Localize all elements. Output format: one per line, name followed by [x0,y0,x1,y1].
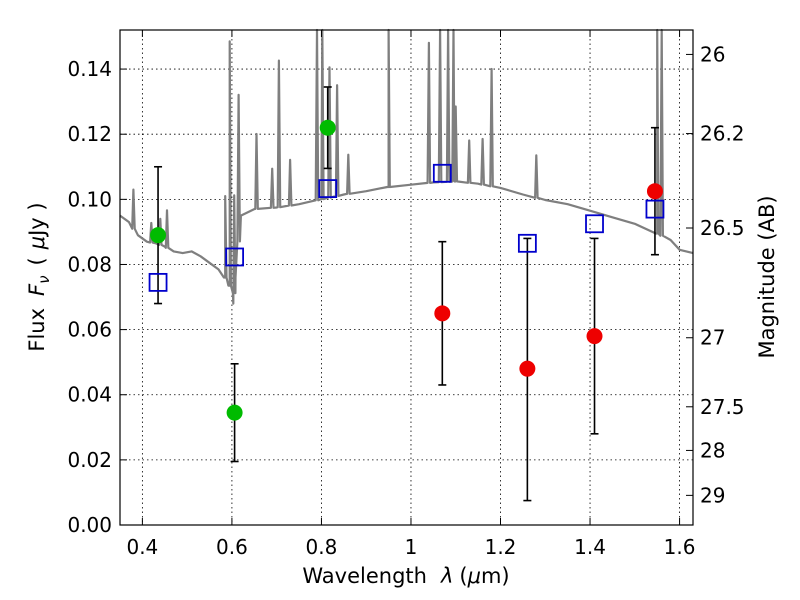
y-tick-label: 0.14 [67,57,112,81]
model-photometry-square [148,272,168,292]
x-tick-label: 1.4 [574,535,606,559]
x-tick-label: 0.8 [306,535,338,559]
x-tick-label: 0.4 [126,535,158,559]
y-axis-label-text: Flux [25,308,49,352]
y-tick-label: 0.04 [67,383,112,407]
x-axis-label-paren: ( [459,564,467,588]
grid-lines [120,30,693,525]
y-axis-label-symbol: F [25,283,49,296]
model-photometry-square [318,179,338,198]
y-tick-label: 0.02 [67,448,112,472]
model-spectrum [119,28,694,305]
y-tick-label: 0.00 [67,513,112,537]
red-data-point [586,328,603,345]
right-tick-label: 26 [700,42,725,66]
right-tick-label: 28 [700,438,725,462]
y-tick-label: 0.08 [67,252,112,276]
model-photometry-square [645,199,665,219]
model-spectrum-line [119,28,694,305]
x-axis-label-text: Wavelength [302,564,427,588]
data-markers [148,119,665,421]
right-axis-label: Magnitude (AB) [755,195,779,358]
y-tick-label: 0.06 [67,318,112,342]
right-tick-label: 29 [700,483,725,507]
y-axis-label-unit: Jy ) [25,202,49,238]
green-data-point [319,119,336,136]
x-tick-label: 1 [405,535,418,559]
right-tick-label: 27.5 [700,395,745,419]
x-tick-label: 0.6 [216,535,248,559]
green-data-point [226,404,243,421]
y-tick-label: 0.10 [67,187,112,211]
red-data-point [519,360,536,377]
x-tick-label: 1.2 [485,535,517,559]
model-photometry-square [517,233,537,253]
x-axis-label-symbol: λ [440,564,453,588]
red-data-point [434,305,451,322]
x-axis-label-mu: μ [467,564,481,588]
green-data-point [150,227,167,244]
right-tick-label: 27 [700,326,725,350]
x-axis-label-unit: m) [481,564,510,588]
y-axis-label: Flux Fν ( μJy ) [25,202,53,351]
y-axis-label-paren: ( [25,257,49,265]
model-photometry-square [585,214,604,234]
y-axis-label-mu: μ [25,236,49,250]
right-tick-label: 26.5 [700,216,745,240]
axis-ticks: 0.4 0.6 0.8 1 1.2 1.4 1.6 0.00 0.02 0.04 0.06 0.08 0… [67,30,745,559]
x-axis-label: Wavelength λ (μm) [302,564,509,588]
y-tick-label: 0.12 [67,122,112,146]
plot-frame [119,29,694,526]
y-axis-label-subscript: ν [35,275,53,283]
red-data-point [646,183,663,200]
model-photometry-square [225,247,245,267]
model-photometry-square [432,163,452,183]
right-tick-label: 26.2 [700,122,745,146]
x-tick-label: 1.6 [664,535,696,559]
